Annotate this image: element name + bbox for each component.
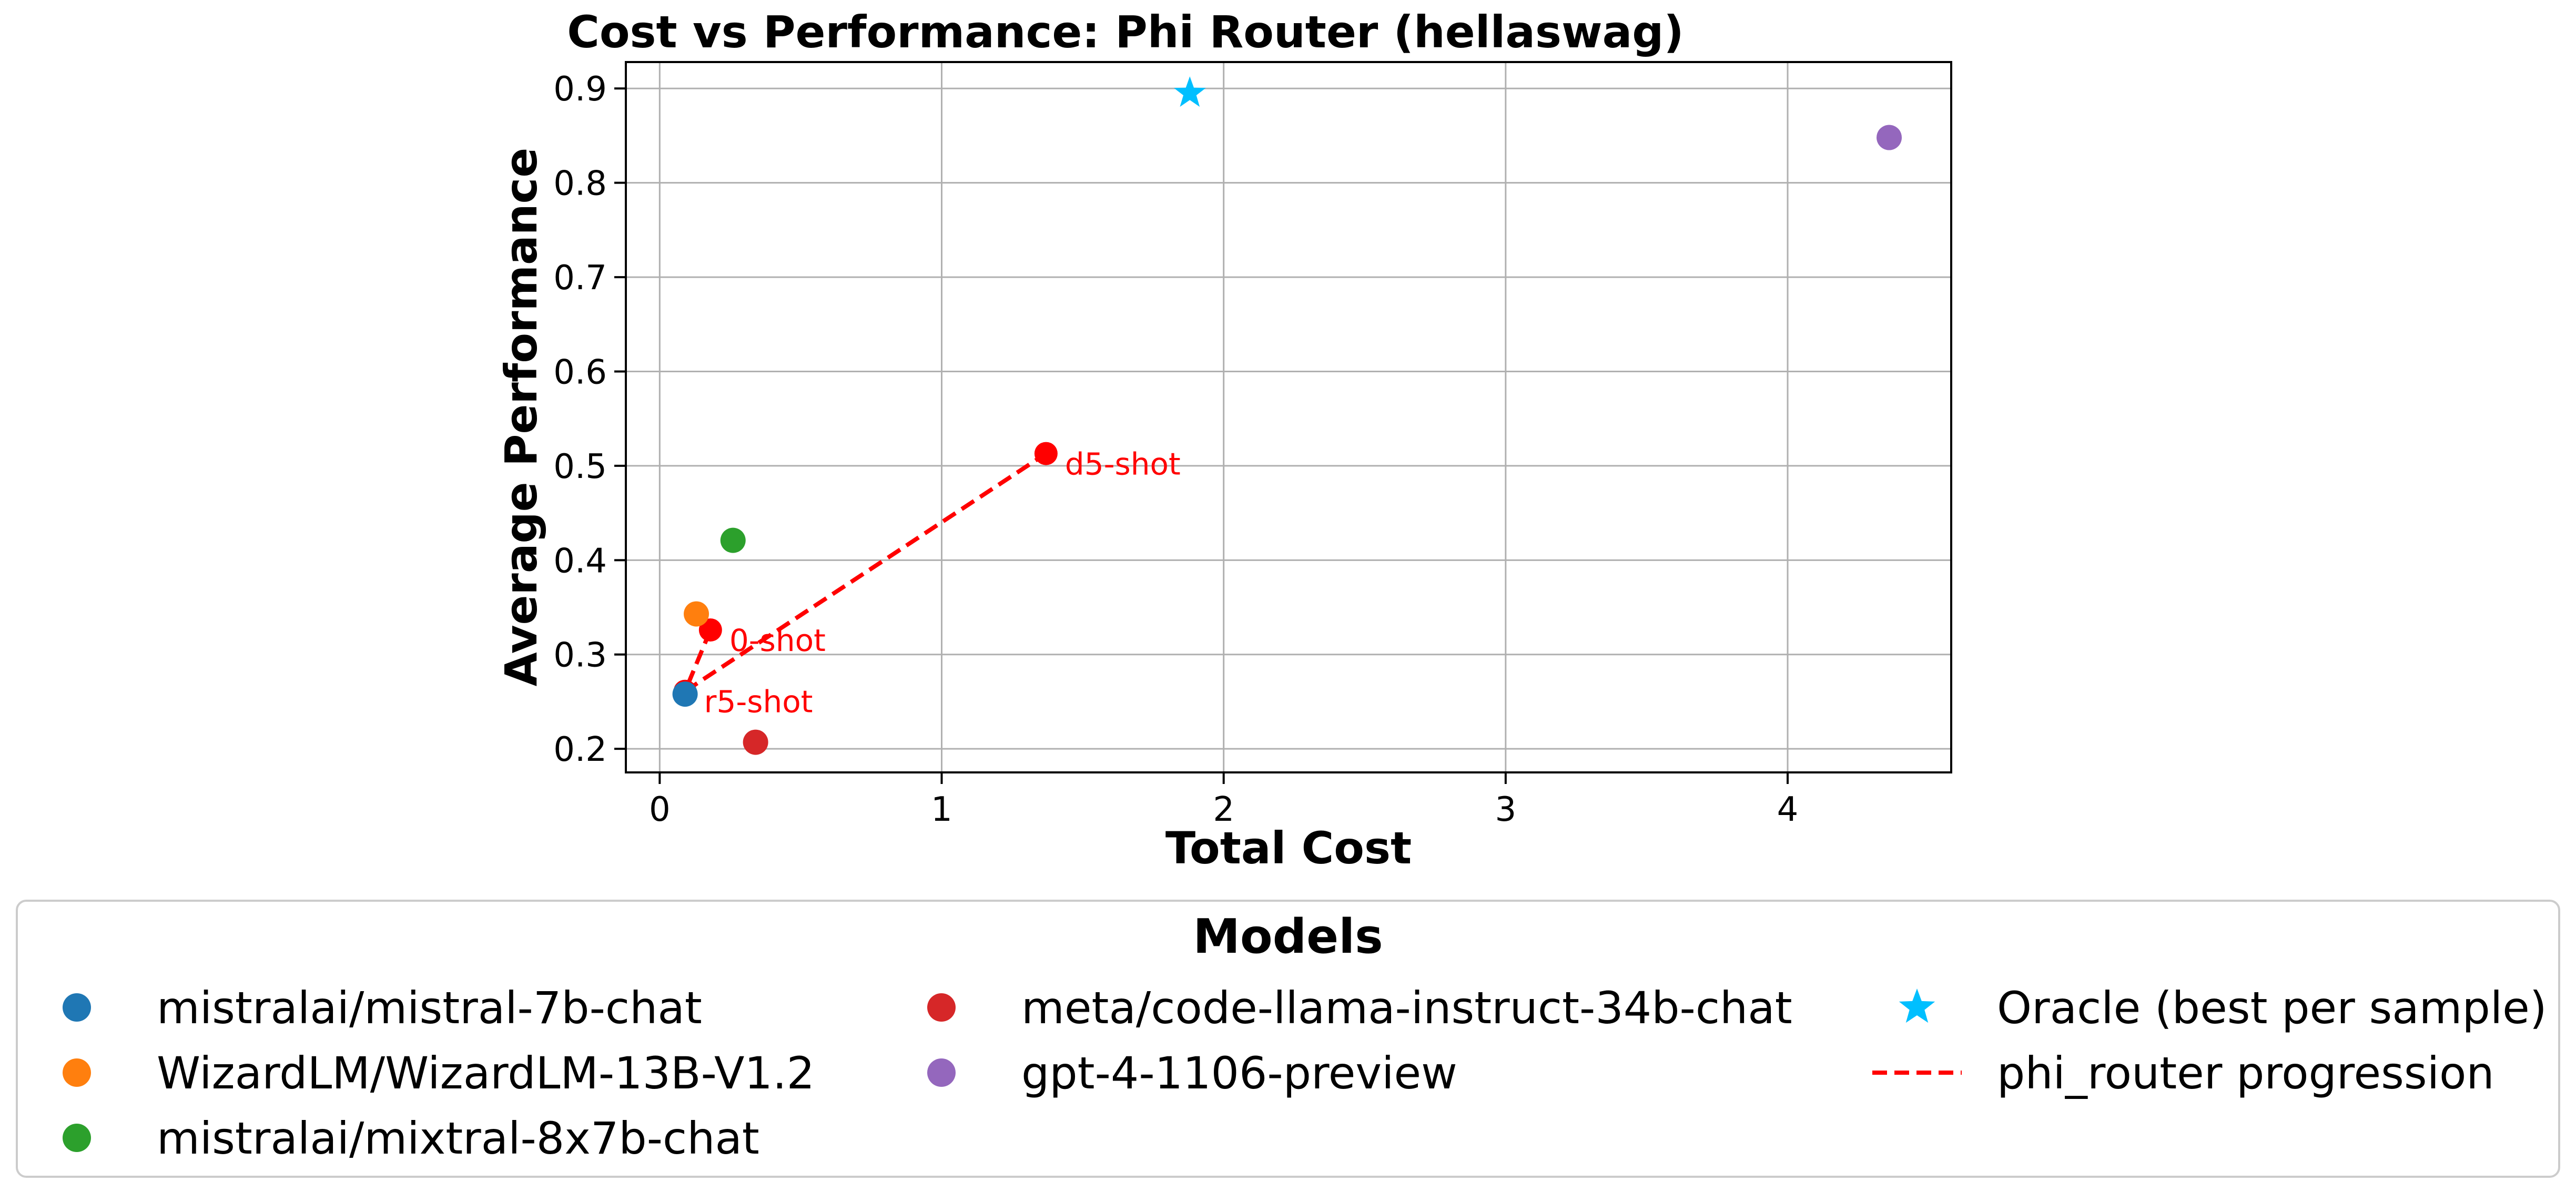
legend-marker-mistralai-mixtral-8x7b-chat	[63, 1124, 91, 1152]
x-tick-label: 0	[649, 790, 671, 829]
point-meta-code-llama-instruct-34b-chat	[743, 729, 768, 755]
legend-marker-meta-code-llama-instruct-34b-chat	[927, 993, 956, 1022]
y-tick-label: 0.2	[553, 730, 607, 769]
progression-label-d5-shot: d5-shot	[1065, 446, 1181, 482]
x-tick-label: 3	[1495, 790, 1516, 829]
x-tick-label: 4	[1777, 790, 1799, 829]
y-tick-label: 0.8	[553, 165, 607, 203]
legend-label-gpt-4-1106-preview: gpt-4-1106-preview	[1021, 1047, 1457, 1099]
y-tick-label: 0.6	[553, 353, 607, 392]
plot-frame	[625, 61, 1952, 773]
axis-ticks: 0 1 2 3 4 0.2 0.3 0.4 0.5 0.6 0.7 0.8 0.9	[553, 70, 1798, 829]
legend-marker-gpt-4-1106-preview	[927, 1058, 956, 1087]
legend-label-phi-router-progression: phi_router progression	[1997, 1047, 2494, 1099]
legend: Models mistralai/mistral-7b-chat WizardLM…	[16, 900, 2560, 1178]
y-tick-label: 0.3	[553, 636, 607, 675]
legend-entries: mistralai/mistral-7b-chat WizardLM/Wizard…	[63, 982, 2547, 1164]
progression-point-0-shot	[698, 618, 722, 642]
progression-label-r5-shot: r5-shot	[704, 684, 813, 720]
data-points	[672, 76, 1902, 755]
point-wizardlm-wizardlm-13b-v1-2	[684, 601, 709, 627]
y-tick-label: 0.7	[553, 259, 607, 298]
point-gpt-4-1106-preview	[1877, 125, 1902, 150]
x-axis-label: Total Cost	[1165, 822, 1412, 874]
x-tick-label: 2	[1213, 790, 1234, 829]
y-tick-label: 0.9	[553, 70, 607, 109]
chart-title: Cost vs Performance: Phi Router (hellasw…	[567, 6, 1684, 58]
phi-router-progression: 0-shot r5-shot d5-shot	[673, 442, 1181, 720]
legend-label-meta-code-llama-instruct-34b-chat: meta/code-llama-instruct-34b-chat	[1021, 982, 1792, 1034]
x-tick-label: 1	[931, 790, 952, 829]
legend-label-oracle-best-per-sample: Oracle (best per sample)	[1997, 982, 2547, 1034]
point-oracle-best-per-sample	[1173, 76, 1206, 107]
legend-label-mistralai-mistral-7b-chat: mistralai/mistral-7b-chat	[157, 982, 702, 1034]
legend-marker-mistralai-mistral-7b-chat	[63, 993, 91, 1022]
legend-title: Models	[1193, 909, 1383, 964]
progression-point-d5-shot	[1034, 442, 1058, 465]
grid	[626, 62, 1951, 772]
progression-label-0-shot: 0-shot	[729, 623, 826, 658]
legend-marker-oracle-best-per-sample	[1899, 989, 1935, 1023]
point-mistralai-mixtral-8x7b-chat	[720, 527, 746, 553]
legend-label-mistralai-mixtral-8x7b-chat: mistralai/mixtral-8x7b-chat	[157, 1113, 759, 1164]
legend-box	[16, 900, 2560, 1178]
y-tick-label: 0.5	[553, 447, 607, 486]
point-mistralai-mistral-7b-chat	[672, 681, 698, 707]
y-axis-label: Average Performance	[495, 148, 547, 687]
legend-label-wizardlm-wizardlm-13b-v1-2: WizardLM/WizardLM-13B-V1.2	[157, 1047, 815, 1099]
legend-marker-wizardlm-wizardlm-13b-v1-2	[63, 1058, 91, 1087]
y-tick-label: 0.4	[553, 542, 607, 580]
